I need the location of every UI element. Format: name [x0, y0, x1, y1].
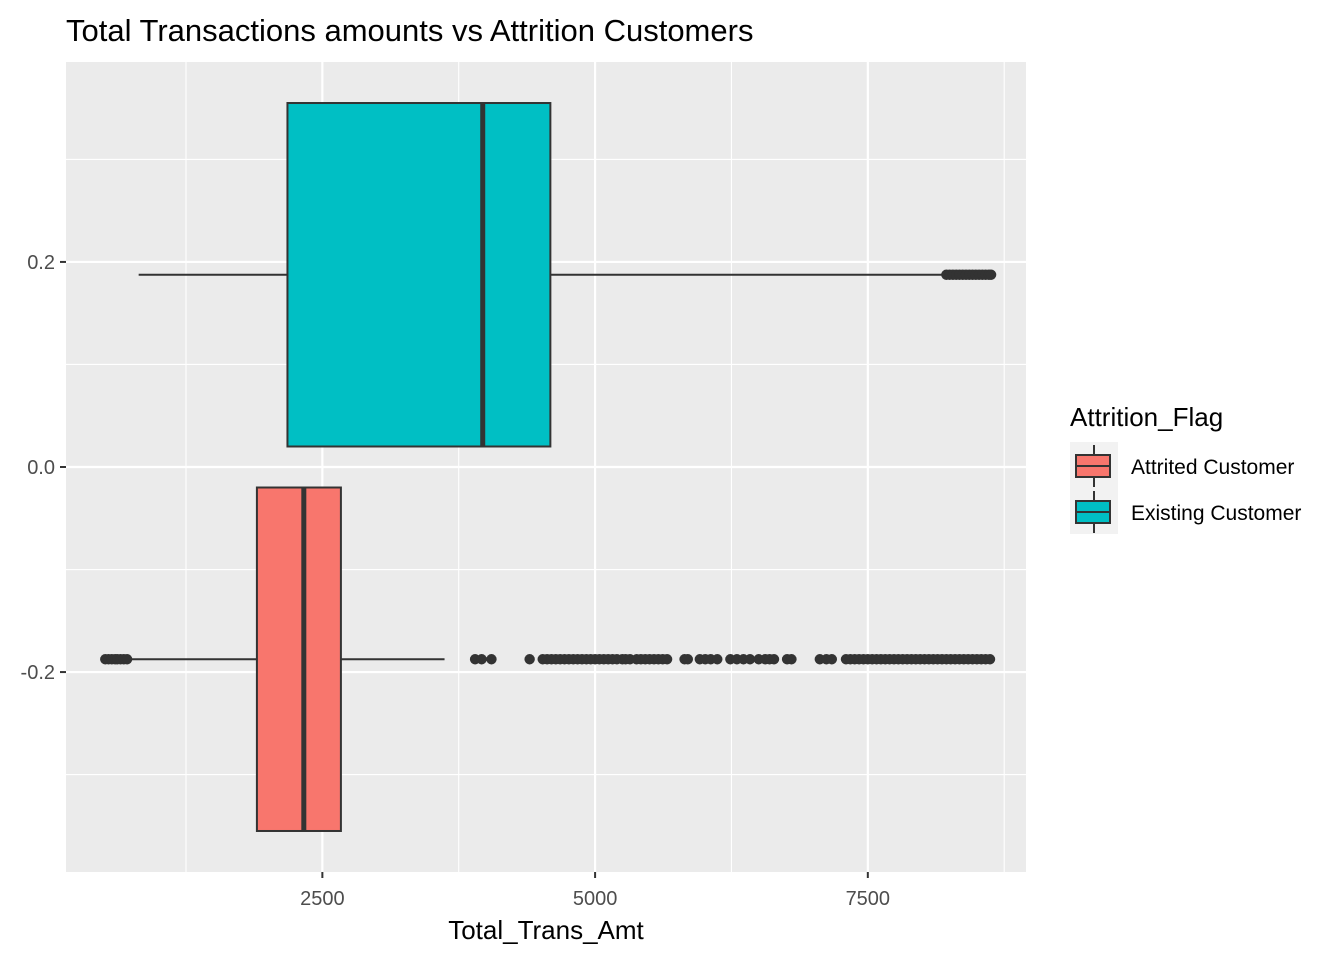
outlier-points [100, 269, 997, 665]
x-tick-label: 2500 [300, 888, 345, 910]
attrited-customer-box [255, 486, 342, 832]
existing-customer-outlier-point [985, 269, 997, 280]
y-axis: -0.2 0.0 0.2 [21, 252, 66, 684]
boxes [105, 102, 945, 832]
legend-label-attrited-customer: Attrited Customer [1131, 456, 1294, 479]
attrited-customer-outlier-point [768, 654, 780, 665]
legend-label-existing-customer: Existing Customer [1131, 502, 1301, 525]
attrited-customer-outlier-point [524, 654, 535, 665]
attrited-customer-outlier-point [786, 654, 797, 665]
attrited-customer-outlier-point [712, 654, 723, 665]
attrited-customer-outlier-point [744, 654, 756, 665]
attrited-customer-outlier-point [476, 654, 487, 665]
existing-customer-box [286, 102, 552, 448]
x-tick-label: 5000 [573, 888, 618, 910]
y-tick-label: -0.2 [21, 662, 55, 684]
x-tick-label: 7500 [846, 888, 891, 910]
legend: Attrition_Flag Attrited Customer Existing… [1070, 402, 1301, 534]
attrited-customer-outlier-point [486, 654, 497, 665]
attrited-customer-outlier-point [984, 654, 996, 665]
y-tick-label: 0.0 [27, 457, 55, 479]
attrited-customer-outlier-point [682, 654, 694, 665]
chart-title: Total Transactions amounts vs Attrition … [66, 13, 753, 48]
legend-title: Attrition_Flag [1070, 402, 1223, 432]
x-axis: 2500 5000 7500 [300, 872, 890, 910]
attrited-customer-outlier-point [121, 654, 133, 665]
x-axis-title: Total_Trans_Amt [448, 915, 644, 945]
attrited-customer-outlier-point [661, 654, 673, 665]
attrited-customer-outlier-point [826, 654, 838, 665]
y-tick-label: 0.2 [27, 252, 55, 274]
